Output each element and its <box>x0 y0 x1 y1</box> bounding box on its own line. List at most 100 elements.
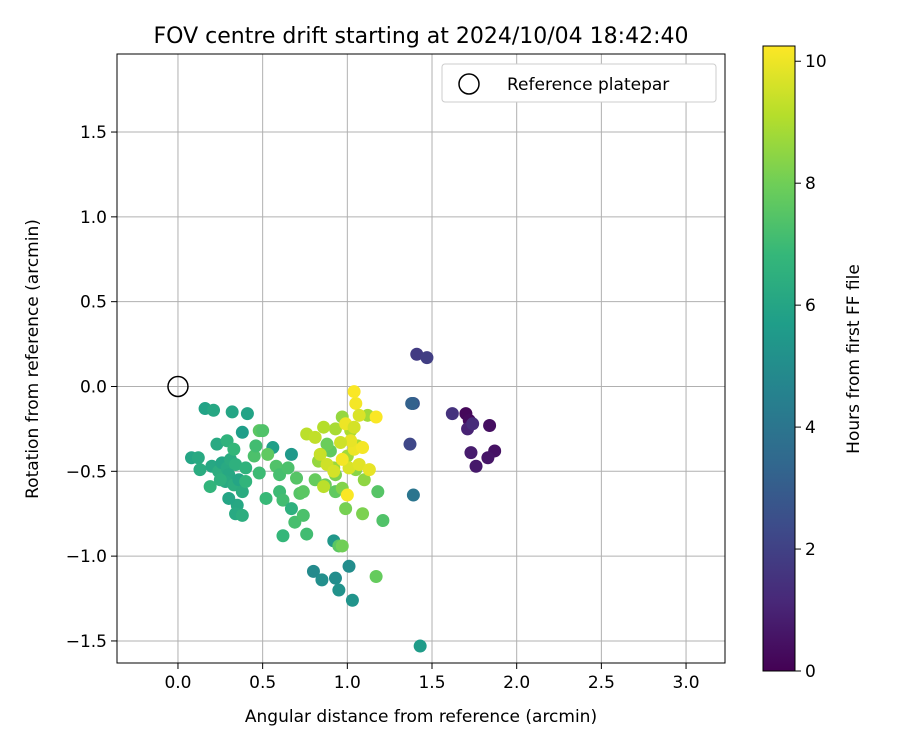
data-point <box>334 435 348 449</box>
data-point <box>339 502 353 516</box>
data-point <box>235 508 249 522</box>
data-point <box>300 527 314 541</box>
data-point <box>349 396 363 410</box>
data-point <box>213 473 227 487</box>
data-point <box>340 488 354 502</box>
colorbar-label: Hours from first FF file <box>844 264 864 454</box>
data-point <box>347 420 361 434</box>
x-tick-label: 0.5 <box>249 673 276 693</box>
data-point <box>483 419 497 433</box>
reference-marker <box>167 375 189 398</box>
data-point <box>420 351 434 365</box>
data-point <box>229 458 243 472</box>
data-point <box>261 447 275 461</box>
data-point <box>281 461 295 475</box>
data-point <box>369 410 383 424</box>
x-tick-label: 1.5 <box>418 673 445 693</box>
data-point <box>256 424 270 438</box>
data-point <box>376 514 390 528</box>
data-point <box>352 458 366 472</box>
colorbar-tick-label: 10 <box>805 52 827 72</box>
y-tick-label: 1.0 <box>80 208 107 228</box>
data-point <box>344 434 358 448</box>
data-point <box>403 437 417 451</box>
colorbar-tick-label: 0 <box>805 662 816 682</box>
x-tick-label: 1.0 <box>334 673 361 693</box>
x-tick-label: 2.5 <box>588 673 615 693</box>
data-point <box>413 639 427 653</box>
data-point <box>410 347 424 361</box>
data-point <box>276 493 290 507</box>
data-point <box>259 491 273 505</box>
data-point <box>342 559 356 573</box>
y-axis-ticks: −1.5 −1.0 −0.5 0.0 0.5 1.0 1.5 <box>66 123 117 652</box>
y-tick-label: 0.5 <box>80 293 107 313</box>
data-point <box>296 485 310 499</box>
data-point <box>222 491 236 505</box>
legend-box <box>441 63 717 103</box>
data-point <box>317 480 331 494</box>
data-point <box>296 508 310 522</box>
data-point <box>345 593 359 607</box>
colorbar-tick-label: 2 <box>805 540 816 560</box>
y-tick-label: −1.5 <box>66 632 107 652</box>
data-point <box>207 403 221 417</box>
data-point <box>369 569 383 583</box>
data-point <box>239 474 253 488</box>
data-point <box>469 459 483 473</box>
x-axis-ticks: 0.0 0.5 1.0 1.5 2.0 2.5 3.0 <box>164 663 700 693</box>
data-point <box>328 571 342 585</box>
data-points <box>185 347 502 653</box>
colorbar-ticks: 0 2 4 6 8 10 <box>795 52 827 682</box>
colorbar-tick-label: 8 <box>805 174 816 194</box>
data-point <box>371 485 385 499</box>
data-point <box>320 437 334 451</box>
data-point <box>481 451 495 465</box>
reference-point <box>167 375 189 398</box>
data-point <box>332 583 346 597</box>
data-point <box>252 466 266 480</box>
data-point <box>362 463 376 477</box>
data-point <box>276 529 290 543</box>
data-point <box>235 425 249 439</box>
x-tick-label: 3.0 <box>673 673 700 693</box>
data-point <box>317 420 331 434</box>
data-point <box>240 407 254 421</box>
data-point <box>464 446 478 460</box>
data-point <box>290 471 304 485</box>
colorbar-tick-label: 6 <box>805 296 816 316</box>
data-point <box>284 502 298 516</box>
data-point <box>445 407 459 421</box>
data-point <box>356 507 370 521</box>
data-point <box>356 441 370 455</box>
data-point <box>335 539 349 553</box>
data-point <box>306 564 320 578</box>
data-point <box>210 437 224 451</box>
grid <box>117 54 725 663</box>
data-point <box>315 573 329 587</box>
data-point <box>327 464 341 478</box>
data-point <box>284 447 298 461</box>
legend: Reference platepar <box>441 63 717 103</box>
x-tick-label: 0.0 <box>164 673 191 693</box>
data-point <box>235 485 249 499</box>
y-tick-label: −1.0 <box>66 547 107 567</box>
data-point <box>406 488 420 502</box>
y-tick-label: 1.5 <box>80 123 107 143</box>
y-axis-label: Rotation from reference (arcmin) <box>23 219 43 499</box>
data-point <box>227 442 241 456</box>
y-tick-label: 0.0 <box>80 377 107 397</box>
y-tick-label: −0.5 <box>66 462 107 482</box>
data-point <box>313 447 327 461</box>
data-point <box>308 430 322 444</box>
data-point <box>328 422 342 436</box>
data-point <box>249 439 263 453</box>
data-point <box>357 473 371 487</box>
x-tick-label: 2.0 <box>503 673 530 693</box>
colorbar-tick-label: 4 <box>805 418 816 438</box>
data-point <box>239 461 253 475</box>
data-point <box>335 452 349 466</box>
legend-reference-marker <box>458 73 480 95</box>
data-point <box>347 385 361 399</box>
